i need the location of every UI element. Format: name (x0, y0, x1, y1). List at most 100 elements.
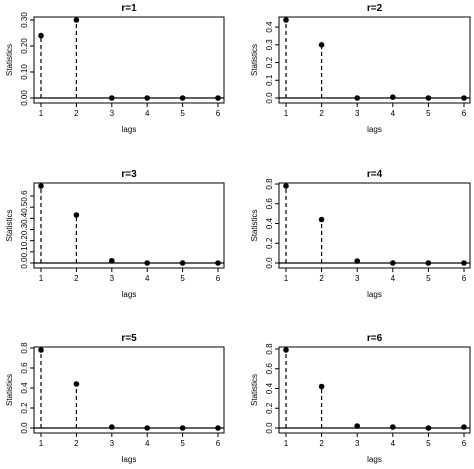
x-tick-label: 5 (180, 274, 185, 283)
x-tick-label: 1 (284, 439, 289, 448)
y-tick-label: 0.6 (20, 190, 29, 202)
y-tick-label: 0.8 (265, 343, 274, 355)
data-point (144, 260, 150, 266)
x-tick-label: 2 (74, 439, 79, 448)
x-axis-label: lags (367, 455, 382, 464)
y-tick-label: 0.3 (265, 39, 274, 51)
panel-6: r=6 1 2 3 4 5 6 0.0 0.2 0.4 0.6 0.8 lags Statistics (250, 333, 471, 464)
data-point (109, 95, 115, 101)
y-tick-label: 0.2 (265, 402, 274, 414)
y-tick-label: 0.4 (265, 21, 274, 33)
data-point (179, 95, 186, 101)
data-point (283, 183, 289, 189)
x-tick-label: 4 (145, 274, 150, 283)
x-tick-label: 6 (462, 439, 467, 448)
data-point (354, 95, 361, 101)
data-point (390, 260, 396, 266)
y-tick-label: 0.2 (265, 237, 274, 249)
data-point (38, 347, 44, 353)
plot-frame (278, 16, 471, 104)
y-tick-label: 0.30 (20, 12, 29, 28)
y-axis-label: Statistics (250, 44, 259, 76)
data-point (73, 381, 80, 387)
data-point (144, 425, 150, 431)
y-tick-label: 0.1 (265, 74, 274, 86)
data-point (38, 32, 44, 39)
x-tick-label: 6 (216, 439, 221, 448)
y-tick-label: 0.1 (20, 246, 29, 258)
x-tick-label: 6 (462, 109, 467, 118)
data-point (144, 95, 150, 101)
x-tick-label: 1 (39, 274, 44, 283)
data-point (354, 258, 361, 264)
y-tick-label: 0.8 (265, 178, 274, 190)
y-tick-label: 0.2 (20, 402, 29, 414)
plot-frame (278, 346, 471, 434)
panel-5: r=5 1 2 3 4 5 6 0.0 0.2 0.4 0.6 0.8 lags Statistics (5, 333, 225, 464)
x-tick-label: 6 (462, 274, 467, 283)
y-axis-label: Statistics (250, 209, 259, 241)
plot-frame (33, 346, 225, 434)
x-tick-label: 4 (391, 109, 396, 118)
x-tick-label: 4 (391, 439, 396, 448)
panel-1: r=1 1 2 3 4 5 6 0.00 0.10 0.20 0.30 lags Statistics (5, 3, 225, 134)
y-tick-label: 0.2 (20, 235, 29, 247)
y-tick-label: 0.6 (20, 362, 29, 374)
y-tick-label: 0.4 (20, 212, 29, 224)
x-tick-label: 3 (110, 274, 115, 283)
data-point (354, 423, 361, 429)
chart-title: r=6 (367, 333, 383, 344)
x-tick-label: 3 (355, 109, 360, 118)
data-point (461, 260, 467, 266)
x-tick-label: 5 (180, 109, 185, 118)
x-tick-label: 5 (426, 109, 431, 118)
y-tick-label: 0.00 (20, 90, 29, 106)
x-tick-label: 2 (319, 439, 324, 448)
y-tick-label: 0.20 (20, 38, 29, 54)
data-point (109, 257, 115, 264)
x-axis-label: lags (367, 125, 382, 134)
x-axis-label: lags (122, 290, 137, 299)
x-tick-label: 4 (391, 274, 396, 283)
x-tick-label: 3 (110, 109, 115, 118)
y-tick-label: 0.2 (265, 56, 274, 68)
panel-3: r=3 1 2 3 4 5 6 0.00.10.20.30.40.50.6 lags Statis… (5, 169, 225, 299)
x-tick-label: 1 (39, 439, 44, 448)
data-point (318, 383, 325, 390)
x-tick-label: 3 (355, 439, 360, 448)
data-point (283, 17, 289, 23)
x-tick-label: 2 (74, 109, 79, 118)
x-tick-label: 4 (145, 109, 150, 118)
x-tick-label: 3 (110, 439, 115, 448)
data-point (215, 260, 221, 266)
data-point (390, 94, 396, 100)
y-tick-label: 0.8 (20, 342, 29, 354)
plot-frame (33, 16, 225, 104)
y-tick-label: 0.3 (20, 223, 29, 235)
y-axis-label: Statistics (250, 374, 259, 406)
y-tick-label: 0.10 (20, 64, 29, 80)
chart-title: r=1 (121, 3, 137, 14)
data-point (461, 424, 467, 430)
data-point (215, 425, 221, 431)
y-tick-label: 0.6 (265, 363, 274, 375)
plot-frame (33, 182, 225, 269)
x-tick-label: 6 (216, 109, 221, 118)
data-point (38, 183, 44, 189)
panel-2: r=2 1 2 3 4 5 6 0.0 0.1 0.2 0.3 0.4 lags Statistics (250, 3, 471, 134)
y-tick-label: 0.5 (20, 201, 29, 213)
panel-4: r=4 1 2 3 4 5 6 0.0 0.2 0.4 0.6 0.8 lags Statistics (250, 169, 471, 299)
data-point (425, 260, 432, 266)
y-tick-label: 0.0 (20, 422, 29, 434)
chart-title: r=3 (121, 169, 137, 180)
data-point (73, 212, 80, 218)
y-tick-label: 0.4 (20, 382, 29, 394)
y-axis-label: Statistics (5, 209, 14, 241)
data-point (425, 425, 432, 431)
plot-frame (278, 182, 471, 269)
y-axis-label: Statistics (5, 374, 14, 406)
y-axis-label: Statistics (5, 44, 14, 76)
x-tick-label: 2 (319, 109, 324, 118)
chart-title: r=5 (121, 333, 137, 344)
x-tick-label: 3 (355, 274, 360, 283)
